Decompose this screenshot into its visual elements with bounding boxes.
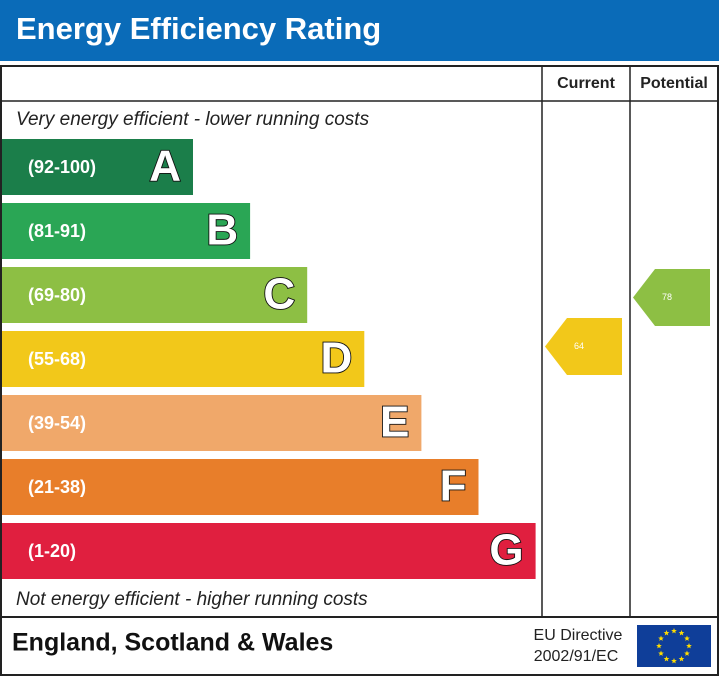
band-range: (39-54) <box>28 413 86 433</box>
eu-star <box>663 655 670 662</box>
band-letter: G <box>489 526 523 575</box>
band-range: (69-80) <box>28 285 86 305</box>
eu-star <box>671 628 677 634</box>
top-note: Very energy efficient - lower running co… <box>16 109 370 130</box>
band-range: (92-100) <box>28 157 96 177</box>
footer-directive: EU Directive <box>534 627 623 644</box>
footer-directive: 2002/91/EC <box>534 648 619 665</box>
column-header: Potential <box>640 75 708 92</box>
eu-star <box>678 630 685 636</box>
eu-star <box>663 630 670 636</box>
eu-star <box>684 635 690 641</box>
eu-star <box>678 655 685 662</box>
eu-star <box>656 643 662 649</box>
band-range: (1-20) <box>28 541 76 561</box>
band-bar <box>2 331 365 387</box>
band-letter: E <box>380 398 409 447</box>
band-bar <box>2 523 536 579</box>
footer-region: England, Scotland & Wales <box>12 629 333 657</box>
band-letter: B <box>206 206 238 255</box>
rating-arrow <box>545 318 622 375</box>
band-letter: A <box>149 142 181 191</box>
eu-star <box>671 658 677 664</box>
band-bar <box>2 203 251 259</box>
band-bar <box>2 139 193 195</box>
band-range: (21-38) <box>28 477 86 497</box>
band-letter: C <box>263 270 295 319</box>
band-bar <box>2 459 479 515</box>
band-range: (81-91) <box>28 221 86 241</box>
eu-star <box>658 650 664 656</box>
eu-star <box>658 635 664 641</box>
band-bar <box>2 395 422 451</box>
band-range: (55-68) <box>28 349 86 369</box>
frame <box>0 65 719 676</box>
band-letter: F <box>440 462 467 511</box>
eu-star <box>684 650 690 656</box>
rating-arrow <box>633 269 710 326</box>
bottom-note: Not energy efficient - higher running co… <box>16 589 368 610</box>
column-header: Current <box>557 75 615 92</box>
title: Energy Efficiency Rating <box>16 11 381 46</box>
header-bar <box>0 0 719 61</box>
band-letter: D <box>321 334 353 383</box>
eu-stars <box>656 628 692 664</box>
eu-star <box>686 643 692 649</box>
rating-value: 64 <box>574 341 584 351</box>
rating-value: 78 <box>662 292 672 302</box>
band-bar <box>2 267 308 323</box>
